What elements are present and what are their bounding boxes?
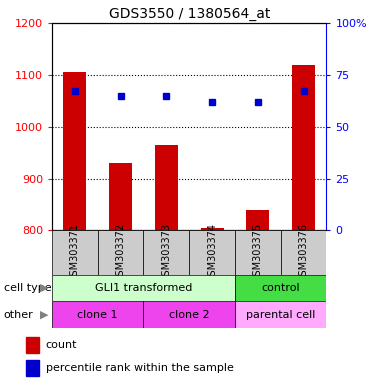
Bar	[26, 360, 39, 376]
Title: GDS3550 / 1380564_at: GDS3550 / 1380564_at	[109, 7, 270, 21]
Text: GSM303375: GSM303375	[253, 223, 263, 282]
Bar	[201, 228, 223, 230]
Bar	[52, 230, 98, 275]
Text: GLI1 transformed: GLI1 transformed	[95, 283, 192, 293]
Bar	[155, 145, 178, 230]
Bar	[246, 210, 269, 230]
Bar	[109, 163, 132, 230]
Text: other: other	[4, 310, 33, 320]
Text: count: count	[46, 340, 77, 350]
Bar	[52, 301, 144, 328]
Text: ▶: ▶	[40, 310, 48, 320]
Text: cell type: cell type	[4, 283, 51, 293]
Text: GSM303374: GSM303374	[207, 223, 217, 282]
Bar	[98, 230, 144, 275]
Text: clone 1: clone 1	[78, 310, 118, 320]
Bar	[189, 230, 235, 275]
Text: clone 2: clone 2	[169, 310, 210, 320]
Text: GSM303373: GSM303373	[161, 223, 171, 282]
Text: control: control	[262, 283, 300, 293]
Bar	[281, 230, 326, 275]
Bar	[26, 337, 39, 353]
Bar	[144, 230, 189, 275]
Text: GSM303376: GSM303376	[299, 223, 309, 282]
Text: ▶: ▶	[40, 283, 48, 293]
Text: percentile rank within the sample: percentile rank within the sample	[46, 363, 233, 373]
Text: GSM303372: GSM303372	[116, 223, 125, 282]
Bar	[52, 275, 235, 301]
Bar	[63, 72, 86, 230]
Bar	[235, 230, 281, 275]
Bar	[235, 275, 326, 301]
Bar	[235, 301, 326, 328]
Text: GSM303371: GSM303371	[70, 223, 80, 282]
Text: parental cell: parental cell	[246, 310, 315, 320]
Bar	[292, 65, 315, 230]
Bar	[144, 301, 235, 328]
